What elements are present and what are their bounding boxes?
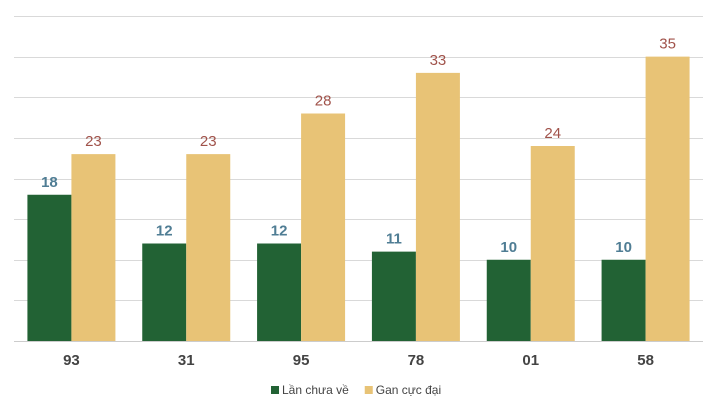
- data-label: 28: [315, 93, 332, 110]
- x-axis: 93 31 95 78 01 58: [63, 352, 654, 369]
- data-label: 23: [200, 133, 217, 150]
- bar-gan-cuc-dai: [530, 146, 575, 341]
- bar-gan-cuc-dai: [301, 113, 346, 341]
- bar-gan-cuc-dai: [186, 154, 231, 341]
- bar-lan-chua-ve: [257, 243, 302, 341]
- data-label: 10: [615, 239, 632, 256]
- bar-lan-chua-ve: [27, 194, 72, 341]
- x-tick-label: 95: [293, 352, 310, 369]
- legend-label: Lần chưa về: [282, 383, 349, 397]
- legend-label: Gan cực đại: [376, 383, 441, 397]
- legend: Lần chưa về Gan cực đại: [271, 383, 441, 397]
- data-label: 11: [386, 231, 402, 248]
- data-label: 12: [156, 223, 173, 240]
- bar-lan-chua-ve: [371, 251, 416, 341]
- data-label: 33: [430, 52, 447, 69]
- data-label: 18: [41, 174, 58, 191]
- x-tick-label: 93: [63, 352, 80, 369]
- gridlines: [14, 16, 703, 342]
- bar-lan-chua-ve: [601, 259, 646, 341]
- bar-gan-cuc-dai: [71, 154, 116, 341]
- bar-lan-chua-ve: [486, 259, 531, 341]
- bar-gan-cuc-dai: [415, 72, 460, 341]
- data-label: 12: [271, 223, 288, 240]
- bar-lan-chua-ve: [142, 243, 187, 341]
- data-label: 35: [659, 36, 676, 53]
- x-tick-label: 78: [408, 352, 425, 369]
- legend-swatch: [364, 386, 373, 394]
- x-tick-label: 31: [178, 352, 195, 369]
- data-label: 24: [544, 125, 561, 142]
- x-tick-label: 58: [637, 352, 654, 369]
- bar-gan-cuc-dai: [645, 56, 690, 341]
- x-tick-label: 01: [522, 352, 539, 369]
- legend-swatch: [271, 386, 279, 394]
- data-label: 10: [500, 239, 517, 256]
- data-labels: 18 23 12 23 12 28 11 33 10 24 10 35: [41, 36, 676, 256]
- bars: [27, 56, 690, 341]
- data-label: 23: [85, 133, 102, 150]
